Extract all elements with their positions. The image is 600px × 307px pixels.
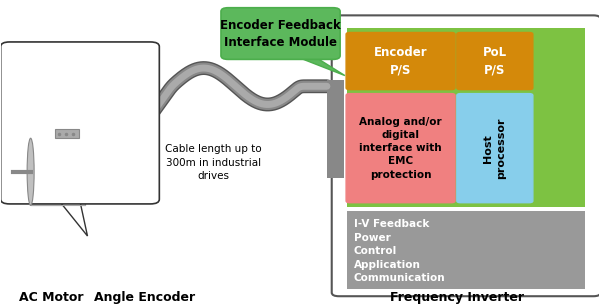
Bar: [85, 152, 89, 192]
FancyBboxPatch shape: [332, 15, 600, 296]
Text: PoL
P/S: PoL P/S: [483, 46, 507, 76]
Text: I-V Feedback: I-V Feedback: [354, 219, 429, 229]
Text: •  Position control: • Position control: [20, 166, 103, 175]
Bar: [113, 163, 124, 178]
Text: Frequency Inverter: Frequency Inverter: [390, 291, 524, 304]
Bar: [347, 28, 585, 207]
FancyBboxPatch shape: [457, 94, 533, 203]
Ellipse shape: [81, 138, 88, 205]
FancyBboxPatch shape: [457, 33, 533, 90]
Ellipse shape: [27, 138, 34, 205]
FancyBboxPatch shape: [1, 42, 160, 204]
Text: Angle feedback
required for:: Angle feedback required for:: [17, 54, 105, 76]
Bar: [327, 80, 344, 178]
Text: Power: Power: [354, 233, 391, 243]
FancyBboxPatch shape: [221, 8, 340, 59]
Text: AC Motor: AC Motor: [19, 291, 84, 304]
Text: Application: Application: [354, 259, 421, 270]
FancyBboxPatch shape: [346, 33, 455, 90]
Text: Encoder Feedback
Interface Module: Encoder Feedback Interface Module: [220, 18, 341, 49]
Polygon shape: [58, 199, 88, 236]
Text: Analog and/or
digital
interface with
EMC
protection: Analog and/or digital interface with EMC…: [359, 117, 442, 180]
Text: •  Speed control: • Speed control: [20, 127, 96, 137]
Text: •  Torque control (AC
motor commutation): • Torque control (AC motor commutation): [20, 89, 117, 109]
Text: Host
processor: Host processor: [483, 117, 506, 179]
Bar: [347, 211, 585, 289]
FancyBboxPatch shape: [346, 94, 455, 203]
Bar: [55, 129, 79, 138]
Bar: [130, 124, 151, 138]
FancyBboxPatch shape: [121, 137, 159, 200]
Bar: [31, 138, 85, 205]
Text: Cable length up to
300m in industrial
drives: Cable length up to 300m in industrial dr…: [165, 145, 262, 181]
Text: Encoder
P/S: Encoder P/S: [374, 46, 427, 76]
Text: Communication: Communication: [354, 273, 445, 283]
Text: Control: Control: [354, 246, 397, 256]
Polygon shape: [294, 56, 345, 76]
Text: Angle Encoder: Angle Encoder: [94, 291, 195, 304]
